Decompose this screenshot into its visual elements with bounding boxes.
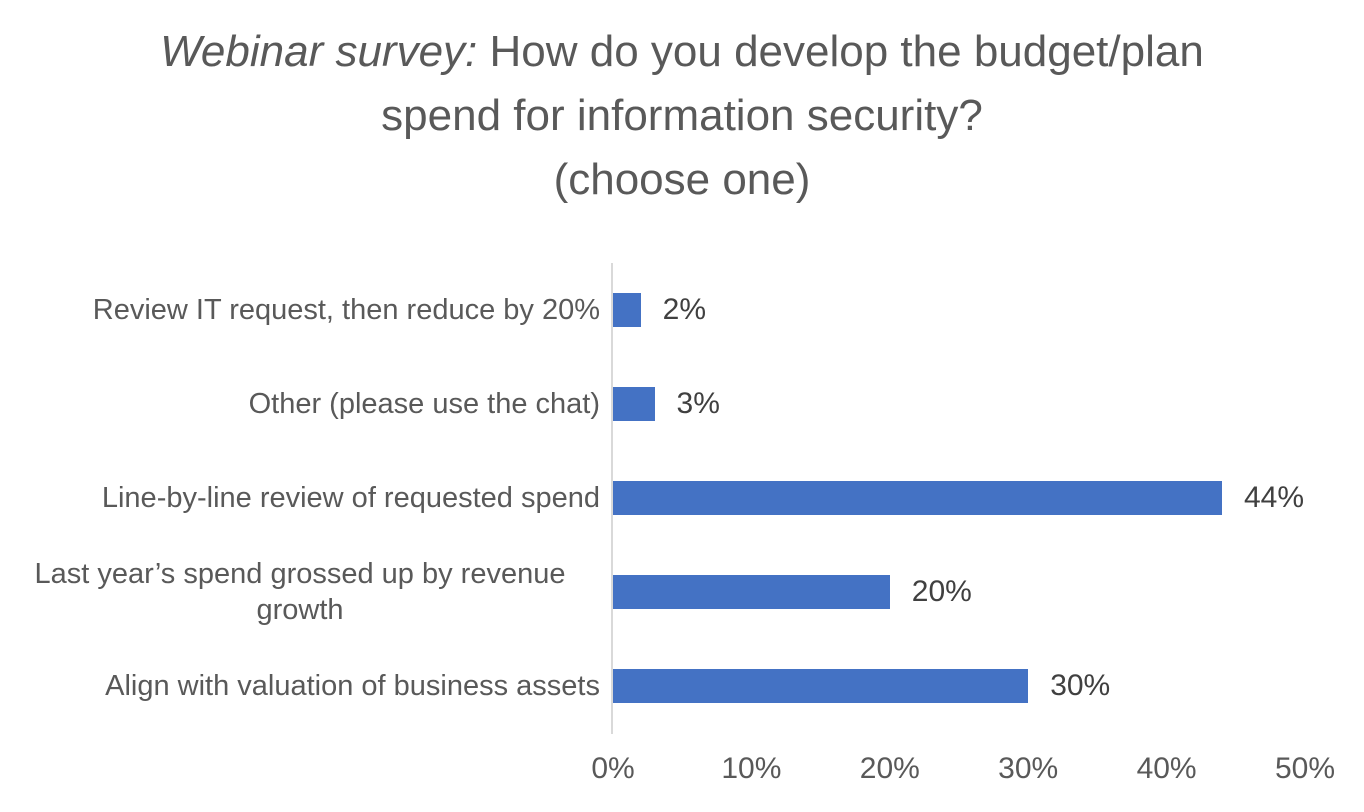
value-label: 3% bbox=[676, 387, 720, 420]
value-label: 2% bbox=[662, 293, 707, 326]
chart-title-suffix: (choose one) bbox=[553, 155, 811, 204]
value-label: 20% bbox=[911, 575, 972, 608]
bar bbox=[613, 575, 890, 609]
bar bbox=[613, 293, 641, 327]
chart-row: Last year’s spend grossed up by revenue … bbox=[0, 545, 1364, 639]
bar bbox=[613, 669, 1029, 703]
value-label: 44% bbox=[1243, 481, 1304, 514]
x-tick-label: 0% bbox=[591, 752, 635, 785]
bar-zone: 30% bbox=[613, 639, 1364, 733]
chart-row: Align with valuation of business assets 3… bbox=[0, 639, 1364, 733]
x-tick-label: 30% bbox=[998, 752, 1059, 785]
x-tick-label: 50% bbox=[1274, 752, 1336, 785]
x-tick-label: 20% bbox=[859, 752, 920, 785]
value-axis: 0% 10% 20% 30% 40% 50% bbox=[0, 752, 1364, 792]
category-label-text: Line-by-line review of requested spend bbox=[101, 482, 600, 514]
chart-title: Webinar survey: How do you develop the b… bbox=[142, 20, 1222, 212]
chart-title-question: Webinar survey: How do you develop the b… bbox=[142, 20, 1222, 148]
chart-row: Review IT request, then reduce by 20% 2% bbox=[0, 263, 1364, 357]
category-label: Other (please use the chat) bbox=[0, 357, 613, 451]
category-axis-line bbox=[611, 263, 613, 734]
bar-zone: 20% bbox=[613, 545, 1364, 639]
bar bbox=[613, 387, 655, 421]
category-label-text: Align with valuation of business assets bbox=[105, 670, 600, 702]
bar-zone: 3% bbox=[613, 357, 1364, 451]
bar-zone: 2% bbox=[613, 263, 1364, 357]
category-label: Last year’s spend grossed up by revenue … bbox=[0, 545, 613, 639]
x-tick-label: 40% bbox=[1136, 752, 1197, 785]
category-label-text: Review IT request, then reduce by 20% bbox=[92, 294, 600, 326]
bar-zone: 44% bbox=[613, 451, 1364, 545]
category-label: Align with valuation of business assets bbox=[0, 639, 613, 733]
category-label-text: Other (please use the chat) bbox=[248, 388, 600, 420]
bar bbox=[613, 481, 1222, 515]
category-label-text: Last year’s spend grossed up by revenue … bbox=[34, 558, 566, 626]
category-label: Line-by-line review of requested spend bbox=[0, 451, 613, 545]
category-label: Review IT request, then reduce by 20% bbox=[0, 263, 613, 357]
chart-title-regular: How do you develop the budget/plan spend… bbox=[381, 27, 1204, 140]
chart-row: Line-by-line review of requested spend 44… bbox=[0, 451, 1364, 545]
chart-row: Other (please use the chat) 3% bbox=[0, 357, 1364, 451]
value-label: 30% bbox=[1050, 669, 1111, 702]
x-tick-label: 10% bbox=[721, 752, 782, 785]
chart-title-italic: Webinar survey: bbox=[160, 27, 478, 76]
plot-area: Review IT request, then reduce by 20% 2% O… bbox=[0, 263, 1364, 733]
